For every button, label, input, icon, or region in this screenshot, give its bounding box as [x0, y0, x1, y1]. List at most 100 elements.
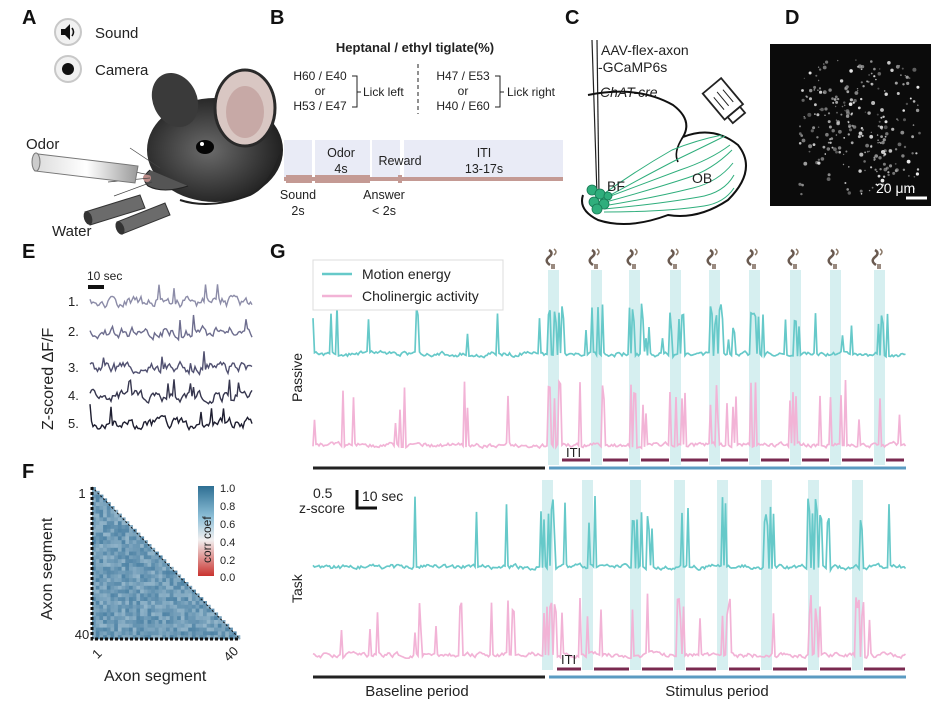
matrix-cell	[136, 566, 141, 571]
matrix-cell	[203, 623, 207, 628]
matrix-cell	[162, 601, 167, 606]
matrix-cell	[184, 627, 189, 632]
matrix-cell	[151, 589, 156, 594]
matrix-cell	[188, 612, 193, 617]
matrix-cell	[180, 597, 185, 602]
matrix-cell	[132, 623, 137, 628]
iti-epoch-duration: 13-17s	[465, 162, 503, 176]
matrix-cell	[103, 574, 108, 579]
matrix-cell	[106, 525, 111, 530]
matrix-cell	[106, 532, 111, 537]
matrix-cell	[136, 551, 141, 556]
matrix-cell	[110, 593, 115, 598]
matrix-cell	[103, 601, 108, 606]
matrix-cell	[114, 544, 119, 549]
matrix-cell	[154, 582, 159, 587]
matrix-cell	[106, 597, 111, 602]
matrix-cell	[110, 589, 115, 594]
matrix-cell	[110, 582, 115, 587]
odor-puff-icon	[706, 248, 718, 269]
matrix-cell	[132, 570, 137, 575]
matrix-cell	[106, 517, 111, 522]
matrix-cell	[117, 566, 122, 571]
matrix-cell	[169, 604, 174, 609]
axon-speck	[825, 60, 829, 64]
matrix-cell	[169, 593, 174, 598]
matrix-cell	[154, 616, 159, 621]
matrix-cell	[199, 635, 204, 640]
axon-speck	[845, 85, 849, 89]
matrix-cell	[191, 589, 196, 594]
matrix-cell	[99, 521, 104, 526]
axon-speck	[817, 89, 819, 91]
axon-speck	[873, 67, 876, 71]
matrix-cell	[162, 604, 167, 609]
matrix-cell	[125, 623, 130, 628]
axon-speck	[826, 177, 831, 182]
matrix-cell	[106, 521, 111, 526]
matrix-cell	[125, 578, 130, 583]
axon-speck	[911, 152, 914, 155]
axon-speck	[913, 176, 916, 178]
matrix-cell	[110, 585, 115, 590]
odor-epoch-label: Odor	[327, 146, 355, 160]
matrix-cell	[214, 631, 219, 636]
matrix-cell	[114, 525, 119, 530]
matrix-cell	[140, 597, 145, 602]
matrix-cell	[140, 574, 145, 579]
matrix-cell	[117, 528, 122, 533]
axon-speck	[822, 65, 827, 70]
axon-speck	[852, 101, 855, 104]
matrix-cell	[195, 635, 200, 640]
odor-puff-icon	[588, 248, 600, 269]
axon-speck	[903, 145, 907, 149]
matrix-cell	[92, 521, 96, 526]
matrix-cell	[166, 593, 170, 598]
matrix-cell	[114, 608, 119, 613]
axon-speck	[816, 136, 819, 139]
axon-speck	[885, 166, 889, 170]
axon-speck	[884, 135, 887, 138]
matrix-cell	[199, 601, 204, 606]
matrix-cell	[110, 559, 115, 564]
axon-speck	[866, 150, 869, 153]
e-traces	[89, 284, 253, 432]
matrix-cell	[169, 623, 174, 628]
g-traces	[312, 303, 907, 660]
matrix-cell	[162, 566, 167, 571]
axon-speck	[854, 91, 859, 95]
axon-speck	[828, 147, 831, 150]
axon-speck	[834, 105, 837, 108]
matrix-cell	[166, 585, 170, 590]
matrix-cell	[169, 635, 174, 640]
axon-speck	[870, 144, 873, 147]
matrix-cell	[210, 623, 215, 628]
matrix-cell	[132, 536, 137, 541]
axon-speck	[915, 172, 920, 176]
matrix-cell	[177, 635, 182, 640]
axon-speck	[830, 137, 834, 140]
trace-1-label: 1.	[68, 294, 79, 309]
matrix-cell	[184, 582, 189, 587]
axon-speck	[858, 169, 862, 173]
axon-speck	[808, 71, 812, 75]
axon-speck	[870, 60, 873, 63]
matrix-cell	[110, 513, 115, 518]
matrix-cell	[225, 627, 230, 632]
matrix-cell	[143, 555, 148, 560]
matrix-cell	[129, 620, 133, 625]
matrix-cell	[125, 532, 130, 537]
matrix-cell	[162, 616, 167, 621]
axon-speck	[864, 111, 867, 113]
matrix-cell	[199, 623, 204, 628]
matrix-cell	[188, 593, 193, 598]
axon-speck	[906, 81, 910, 85]
matrix-cell	[143, 608, 148, 613]
matrix-cell	[191, 627, 196, 632]
matrix-cell	[177, 601, 182, 606]
matrix-cell	[121, 540, 126, 545]
matrix-cell	[166, 623, 170, 628]
matrix-cell	[125, 631, 130, 636]
matrix-cell	[206, 616, 211, 621]
